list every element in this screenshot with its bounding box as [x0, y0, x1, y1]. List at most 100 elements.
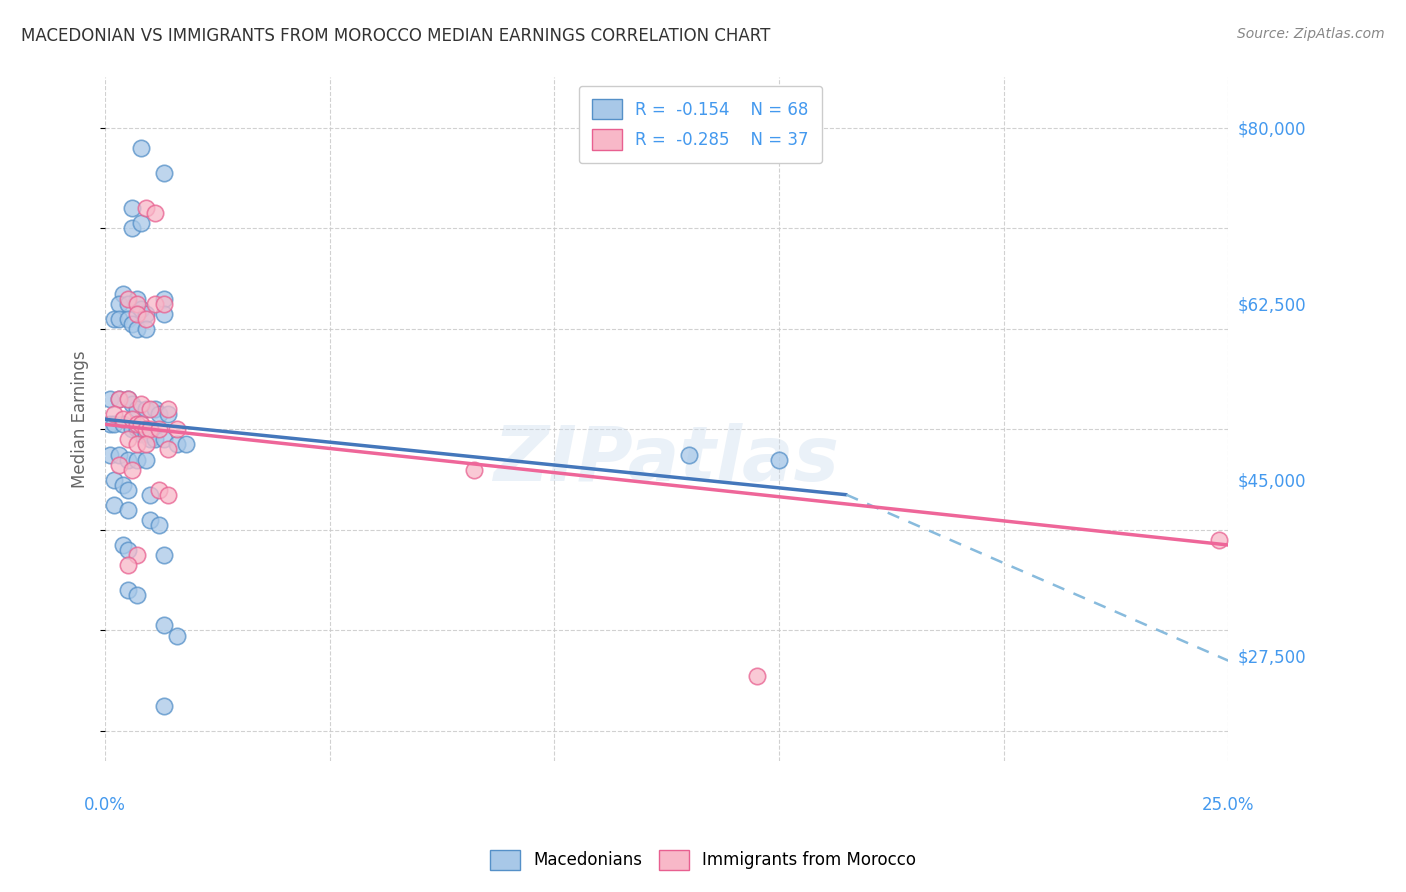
Point — [135, 427, 157, 442]
Point — [135, 422, 157, 436]
Point — [129, 397, 152, 411]
Point — [157, 488, 180, 502]
Text: 25.0%: 25.0% — [1202, 797, 1254, 814]
Point — [139, 513, 162, 527]
Point — [117, 296, 139, 310]
Point — [157, 407, 180, 421]
Point — [121, 422, 143, 436]
Point — [135, 452, 157, 467]
Point — [121, 317, 143, 331]
Point — [135, 437, 157, 451]
Point — [98, 392, 121, 407]
Point — [1208, 533, 1230, 547]
Point — [117, 503, 139, 517]
Point — [107, 458, 129, 472]
Point — [143, 402, 166, 417]
Point — [139, 402, 162, 417]
Point — [112, 417, 135, 432]
Point — [125, 452, 148, 467]
Point — [166, 437, 188, 451]
Point — [143, 296, 166, 310]
Point — [117, 558, 139, 573]
Point — [103, 473, 125, 487]
Point — [129, 417, 152, 432]
Point — [139, 422, 162, 436]
Point — [103, 407, 125, 421]
Point — [129, 301, 152, 316]
Point — [121, 412, 143, 426]
Point — [463, 462, 485, 476]
Point — [121, 221, 143, 235]
Y-axis label: Median Earnings: Median Earnings — [72, 351, 89, 488]
Point — [112, 538, 135, 552]
Point — [103, 498, 125, 512]
Point — [112, 477, 135, 491]
Point — [139, 433, 162, 447]
Point — [143, 433, 166, 447]
Point — [152, 698, 174, 713]
Point — [166, 628, 188, 642]
Point — [125, 296, 148, 310]
Point — [107, 392, 129, 407]
Legend: R =  -0.154    N = 68, R =  -0.285    N = 37: R = -0.154 N = 68, R = -0.285 N = 37 — [579, 86, 823, 163]
Point — [125, 422, 148, 436]
Point — [166, 422, 188, 436]
Point — [125, 322, 148, 336]
Point — [139, 488, 162, 502]
Point — [125, 437, 148, 451]
Point — [143, 206, 166, 220]
Text: Source: ZipAtlas.com: Source: ZipAtlas.com — [1237, 27, 1385, 41]
Point — [125, 307, 148, 321]
Point — [174, 437, 197, 451]
Point — [125, 588, 148, 602]
Point — [768, 452, 790, 467]
Point — [117, 392, 139, 407]
Point — [103, 417, 125, 432]
Point — [121, 201, 143, 215]
Point — [117, 292, 139, 306]
Point — [148, 517, 170, 532]
Point — [117, 392, 139, 407]
Text: 0.0%: 0.0% — [84, 797, 127, 814]
Point — [135, 322, 157, 336]
Point — [148, 422, 170, 436]
Point — [112, 412, 135, 426]
Point — [117, 452, 139, 467]
Point — [745, 669, 768, 683]
Point — [117, 583, 139, 598]
Point — [157, 402, 180, 417]
Point — [135, 307, 157, 321]
Point — [107, 448, 129, 462]
Point — [157, 442, 180, 457]
Point — [148, 483, 170, 497]
Point — [135, 311, 157, 326]
Point — [121, 462, 143, 476]
Point — [125, 292, 148, 306]
Point — [98, 417, 121, 432]
Point — [152, 166, 174, 180]
Point — [152, 296, 174, 310]
Point — [152, 618, 174, 632]
Point — [112, 286, 135, 301]
Point — [152, 548, 174, 562]
Point — [148, 407, 170, 421]
Text: MACEDONIAN VS IMMIGRANTS FROM MOROCCO MEDIAN EARNINGS CORRELATION CHART: MACEDONIAN VS IMMIGRANTS FROM MOROCCO ME… — [21, 27, 770, 45]
Point — [152, 307, 174, 321]
Point — [107, 296, 129, 310]
Point — [117, 311, 139, 326]
Point — [125, 417, 148, 432]
Point — [125, 402, 148, 417]
Point — [98, 448, 121, 462]
Point — [107, 392, 129, 407]
Point — [117, 543, 139, 558]
Point — [152, 433, 174, 447]
Point — [135, 402, 157, 417]
Point — [121, 397, 143, 411]
Point — [129, 141, 152, 155]
Point — [152, 292, 174, 306]
Point — [129, 216, 152, 230]
Point — [117, 433, 139, 447]
Point — [103, 311, 125, 326]
Point — [117, 483, 139, 497]
Point — [678, 448, 700, 462]
